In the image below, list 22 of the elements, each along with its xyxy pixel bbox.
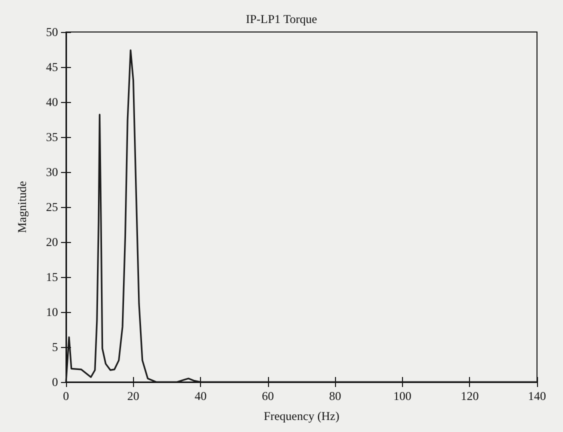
y-tick-label: 15 bbox=[46, 270, 58, 284]
x-tick-label: 140 bbox=[528, 389, 546, 403]
y-tick-label: 40 bbox=[46, 95, 58, 109]
y-tick-label: 10 bbox=[46, 305, 58, 319]
x-tick-label: 20 bbox=[127, 389, 140, 403]
x-tick-label: 60 bbox=[262, 389, 274, 403]
y-tick-label: 0 bbox=[52, 375, 58, 389]
x-tick-label: 120 bbox=[460, 389, 479, 403]
chart-title: IP-LP1 Torque bbox=[246, 12, 318, 26]
y-tick-label: 30 bbox=[46, 165, 58, 179]
x-tick-label: 0 bbox=[63, 389, 69, 403]
y-tick-label: 5 bbox=[52, 340, 58, 354]
y-axis-title: Magnitude bbox=[15, 181, 29, 233]
x-tick-label: 40 bbox=[194, 389, 207, 403]
y-tick-label: 25 bbox=[46, 200, 58, 214]
y-tick-label: 35 bbox=[46, 130, 58, 144]
y-tick-label: 45 bbox=[46, 60, 58, 74]
x-tick-label: 100 bbox=[393, 389, 412, 403]
y-tick-label: 20 bbox=[46, 235, 58, 249]
x-tick-label: 80 bbox=[329, 389, 342, 403]
y-tick-label: 50 bbox=[46, 25, 58, 39]
x-axis-title: Frequency (Hz) bbox=[264, 409, 340, 423]
